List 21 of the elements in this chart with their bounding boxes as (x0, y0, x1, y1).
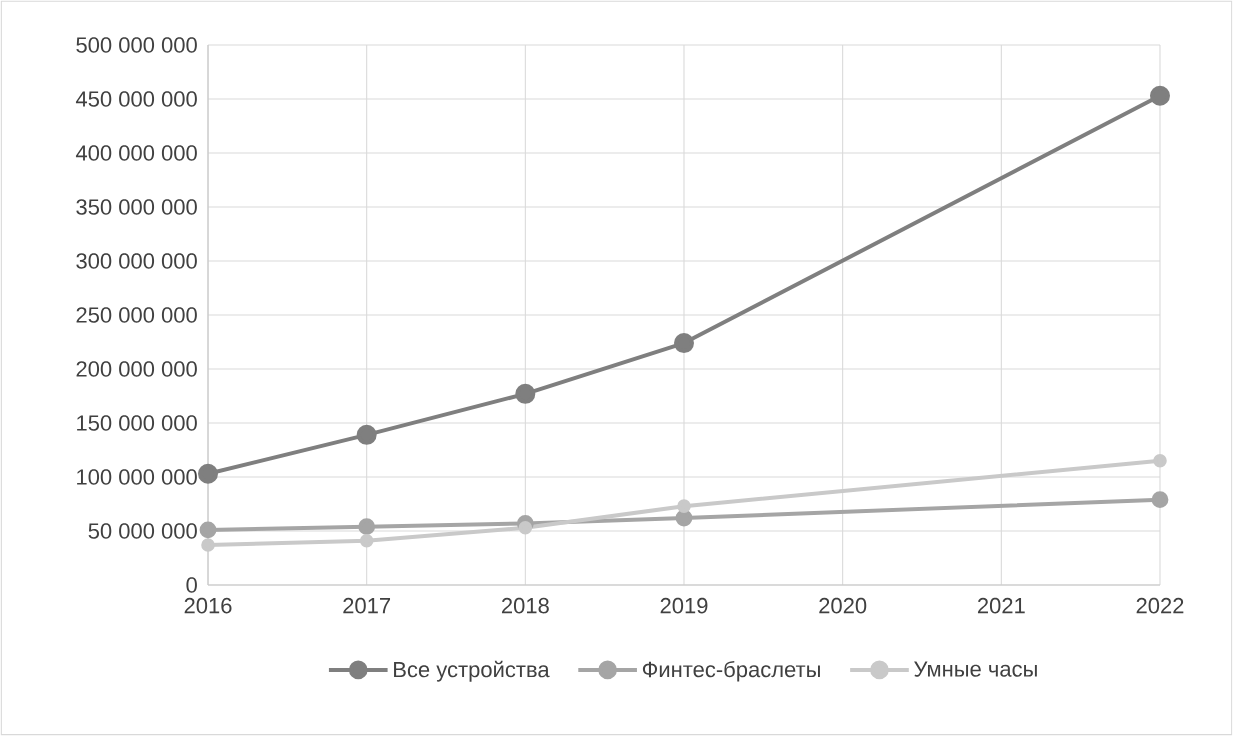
legend-label: Все устройства (394, 660, 550, 682)
y-tick-label: 300 000 000 (76, 253, 197, 269)
y-tick-label: 250 000 000 (76, 307, 197, 323)
legend-label: Финтес-браслеты (642, 660, 820, 682)
y-tick-label: 500 000 000 (76, 37, 197, 53)
legend-label: Умные часы (914, 661, 1037, 677)
y-tick-label: 50 000 000 (88, 523, 197, 539)
x-tick-label: 2020 (819, 597, 867, 614)
y-tick-label: 400 000 000 (75, 145, 197, 161)
y-tick-label: 0 (186, 577, 197, 593)
y-tick-label: 350 000 000 (76, 199, 197, 215)
y-tick-label: 100 000 000 (77, 469, 197, 485)
x-tick-label: 2021 (977, 597, 1025, 614)
x-tick-label: 2016 (184, 597, 232, 614)
x-tick-label: 2017 (343, 597, 391, 614)
y-tick-label: 200 000 000 (76, 361, 197, 377)
x-tick-label: 2022 (1136, 597, 1184, 614)
x-tick-label: 2018 (501, 597, 549, 614)
y-tick-label: 150 000 000 (77, 415, 197, 431)
y-tick-label: 450 000 000 (75, 91, 197, 107)
x-tick-label: 2019 (660, 597, 708, 614)
